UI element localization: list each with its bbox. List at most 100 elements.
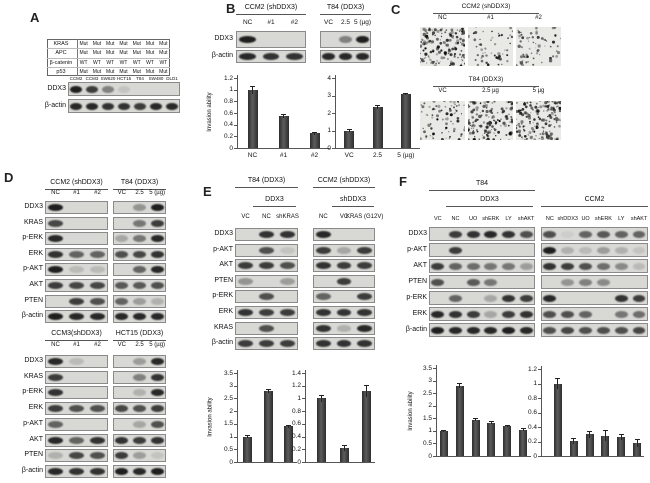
panel-f-band: [502, 230, 515, 238]
panel-f-chart0-error-bar: [459, 383, 461, 389]
panel-d-blot-frame: [45, 216, 108, 230]
panel-b-lane-label: NC: [242, 19, 253, 26]
panel-e-band: [357, 293, 373, 301]
panel-f-lane-label: shAKT: [517, 216, 535, 222]
panel-a-band: [70, 85, 82, 93]
mutation-table-line: [47, 66, 170, 68]
panel-d-row-label: ERK: [28, 404, 43, 412]
panel-d-row-label: DDX3: [24, 203, 43, 210]
panel-f-band: [484, 278, 498, 286]
panel-d-lane-label: NC: [51, 342, 60, 348]
panel-f-chart0-y-axis: [436, 365, 437, 456]
panel-d-group-title: CCM3(shDDX3): [45, 329, 108, 341]
panel-f-chart1-error-cap: [555, 377, 561, 379]
panel-d-band: [68, 452, 85, 460]
mutation-table-gene: KRAS: [53, 41, 69, 47]
panel-f-band: [502, 326, 515, 334]
micrograph-label: 2.5 µg: [482, 88, 499, 94]
panel-f-chart1-tick-label: 0.4: [527, 423, 537, 431]
panel-f-band: [579, 310, 592, 318]
panel-e-row-label: DDX3: [214, 230, 233, 237]
panel-d-row-label: p-AKT: [23, 419, 43, 427]
panel-e-band: [357, 262, 373, 270]
panel-f-row-label: DDX3: [408, 229, 427, 237]
panel-d-band: [68, 313, 85, 321]
panel-d-band: [133, 452, 146, 460]
panel-e-chart0-tick: [234, 423, 237, 425]
mutation-table-gene: APC: [55, 50, 67, 57]
panel-d-row-label: AKT: [29, 435, 43, 443]
panel-f-chart1-tick: [538, 369, 541, 370]
panel-e-chart1-tick: [302, 385, 305, 387]
panel-f-chart0-tick: [433, 380, 436, 382]
panel-d-row-label: p-AKT: [23, 265, 43, 273]
panel-d-band: [150, 452, 164, 460]
panel-c-section-title: T84 (DDX3): [433, 75, 539, 87]
panel-b-band: [322, 53, 335, 60]
panel-b-chart0-x-axis: [237, 148, 330, 149]
panel-d-row-label: KRAS: [23, 372, 43, 380]
panel-e-chart1-tick-label: 1.4: [291, 369, 301, 377]
panel-b-chart0-tick-label: 0.8: [223, 97, 233, 105]
micrograph-image: [516, 27, 561, 66]
mutation-table-cell: Mut: [92, 50, 102, 57]
panel-e-row-label: PTEN: [214, 276, 233, 284]
panel-e-chart0-tick: [234, 436, 237, 438]
panel-f-band: [596, 278, 610, 286]
panel-f-chart1-tick: [538, 456, 541, 457]
panel-f-chart0-error-cap: [441, 429, 447, 431]
mutation-table-line: [47, 57, 170, 59]
panel-d-band: [115, 250, 129, 258]
panel-f-chart0-bar: [519, 429, 528, 456]
micrograph-image: [516, 101, 561, 140]
panel-e-chart0-error-bar: [267, 388, 269, 393]
panel-d-band: [47, 266, 64, 274]
panel-f-chart0-tick-label: 3: [428, 377, 432, 385]
panel-f-blot-frame: [541, 275, 648, 289]
mutation-table-cell: Mut: [159, 50, 168, 57]
panel-f-band: [561, 310, 575, 318]
panel-f-band: [561, 326, 575, 334]
panel-f-band: [614, 246, 628, 254]
panel-e-band: [258, 324, 275, 332]
panel-b-chart0-tick-label: 0.2: [223, 132, 233, 140]
panel-d-group-title: T84 (DDX3): [113, 178, 166, 190]
panel-e-chart0-x-axis: [237, 462, 297, 463]
panel-b-band: [285, 53, 303, 60]
panel-d-lane-label: 5 (µg): [149, 342, 166, 348]
panel-f-band: [614, 262, 628, 270]
panel-b-chart0-y-axis: [237, 75, 238, 148]
panel-d-band: [47, 452, 64, 460]
panel-d-band: [133, 313, 146, 321]
panel-b-chart1-y-axis: [335, 75, 336, 148]
panel-b-chart0-x-label: #2: [310, 152, 319, 159]
panel-f-chart0-tick: [433, 368, 436, 369]
mutation-table-cell: Mut: [159, 41, 168, 47]
panel-a-band: [102, 85, 114, 93]
panel-b-chart0-error-cap: [281, 114, 286, 116]
panel-b-band: [339, 53, 352, 60]
panel-f-lane-label: LY: [618, 216, 625, 222]
panel-label-a: A: [30, 10, 40, 25]
panel-d-row-label: DDX3: [24, 357, 43, 364]
panel-f-band: [519, 310, 533, 318]
panel-f-chart1-error-bar: [604, 429, 606, 442]
panel-e-chart1-error-bar: [343, 444, 345, 452]
panel-f-chart0-error-cap: [457, 383, 463, 385]
panel-f-blot-frame: [541, 291, 648, 305]
panel-d-band: [150, 467, 164, 475]
panel-b-chart0-bar: [309, 133, 320, 148]
panel-e-band: [336, 340, 352, 348]
panel-f-band: [596, 326, 610, 334]
panel-e-band: [237, 340, 254, 348]
panel-e-group-subtitle: DDX3: [253, 195, 296, 207]
panel-f-chart1-x-axis: [541, 456, 644, 457]
panel-b-chart0-tick-label: 0.4: [223, 121, 233, 129]
panel-b-band: [262, 53, 280, 60]
panel-b-chart1-error-bar: [348, 129, 350, 132]
panel-d-band: [115, 405, 129, 413]
panel-f-blot-frame: [541, 259, 648, 273]
panel-f-row-label: ERK: [412, 309, 427, 317]
panel-f-band: [449, 294, 462, 302]
panel-d-lane-label: VC: [117, 190, 126, 196]
